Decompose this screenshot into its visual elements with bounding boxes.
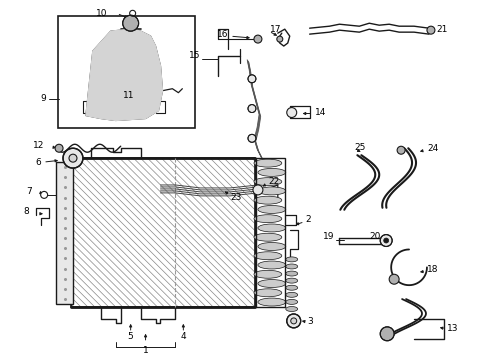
Text: 1: 1	[142, 346, 148, 355]
Text: 11: 11	[122, 91, 134, 100]
Ellipse shape	[253, 159, 281, 167]
Ellipse shape	[257, 261, 285, 269]
Text: 21: 21	[435, 25, 447, 34]
Circle shape	[286, 108, 296, 117]
Ellipse shape	[285, 257, 297, 262]
Ellipse shape	[285, 271, 297, 276]
Ellipse shape	[253, 252, 281, 260]
Text: 20: 20	[368, 232, 380, 241]
Ellipse shape	[257, 187, 285, 195]
Polygon shape	[86, 29, 162, 121]
Circle shape	[286, 314, 300, 328]
Text: 24: 24	[426, 144, 437, 153]
Text: 10: 10	[96, 9, 107, 18]
Ellipse shape	[285, 285, 297, 290]
Text: 22: 22	[267, 177, 279, 186]
Ellipse shape	[285, 300, 297, 305]
Bar	[56, 162, 73, 304]
Ellipse shape	[253, 233, 281, 241]
Circle shape	[380, 235, 391, 247]
Text: 18: 18	[426, 265, 438, 274]
Ellipse shape	[257, 206, 285, 213]
Text: 16: 16	[216, 30, 227, 39]
Ellipse shape	[257, 168, 285, 176]
Ellipse shape	[285, 306, 297, 311]
Text: 17: 17	[269, 25, 281, 34]
Circle shape	[276, 36, 282, 42]
Ellipse shape	[257, 298, 285, 306]
Circle shape	[252, 185, 263, 195]
Ellipse shape	[257, 243, 285, 251]
Text: 25: 25	[354, 143, 365, 152]
Text: 8: 8	[23, 207, 29, 216]
Text: 2: 2	[305, 215, 311, 224]
Circle shape	[253, 35, 262, 43]
Bar	[71, 158, 254, 307]
Circle shape	[41, 192, 47, 198]
Ellipse shape	[253, 215, 281, 223]
Text: 15: 15	[188, 51, 200, 60]
Text: 9: 9	[41, 94, 46, 103]
Ellipse shape	[285, 264, 297, 269]
Ellipse shape	[253, 270, 281, 278]
Ellipse shape	[257, 280, 285, 288]
Circle shape	[388, 274, 398, 284]
Text: 19: 19	[322, 232, 333, 241]
Text: 12: 12	[33, 141, 44, 150]
Ellipse shape	[253, 178, 281, 186]
Text: 5: 5	[127, 332, 133, 341]
Ellipse shape	[253, 196, 281, 204]
Circle shape	[122, 15, 138, 31]
Circle shape	[63, 148, 83, 168]
Ellipse shape	[257, 224, 285, 232]
Bar	[255, 158, 284, 307]
Ellipse shape	[253, 289, 281, 297]
Circle shape	[290, 318, 296, 324]
Ellipse shape	[285, 278, 297, 283]
Circle shape	[396, 146, 404, 154]
Circle shape	[380, 327, 393, 341]
Circle shape	[247, 134, 255, 142]
Ellipse shape	[285, 292, 297, 297]
Circle shape	[383, 238, 388, 243]
Circle shape	[55, 144, 63, 152]
Circle shape	[247, 75, 255, 83]
Text: 6: 6	[35, 158, 41, 167]
Text: 4: 4	[180, 332, 186, 341]
Text: 14: 14	[314, 108, 325, 117]
Circle shape	[426, 26, 434, 34]
Text: 23: 23	[230, 193, 241, 202]
Text: 13: 13	[446, 324, 457, 333]
Bar	[58, 16, 195, 129]
Circle shape	[247, 105, 255, 113]
Text: 7: 7	[26, 188, 32, 197]
Circle shape	[69, 154, 77, 162]
Text: 3: 3	[307, 318, 313, 327]
